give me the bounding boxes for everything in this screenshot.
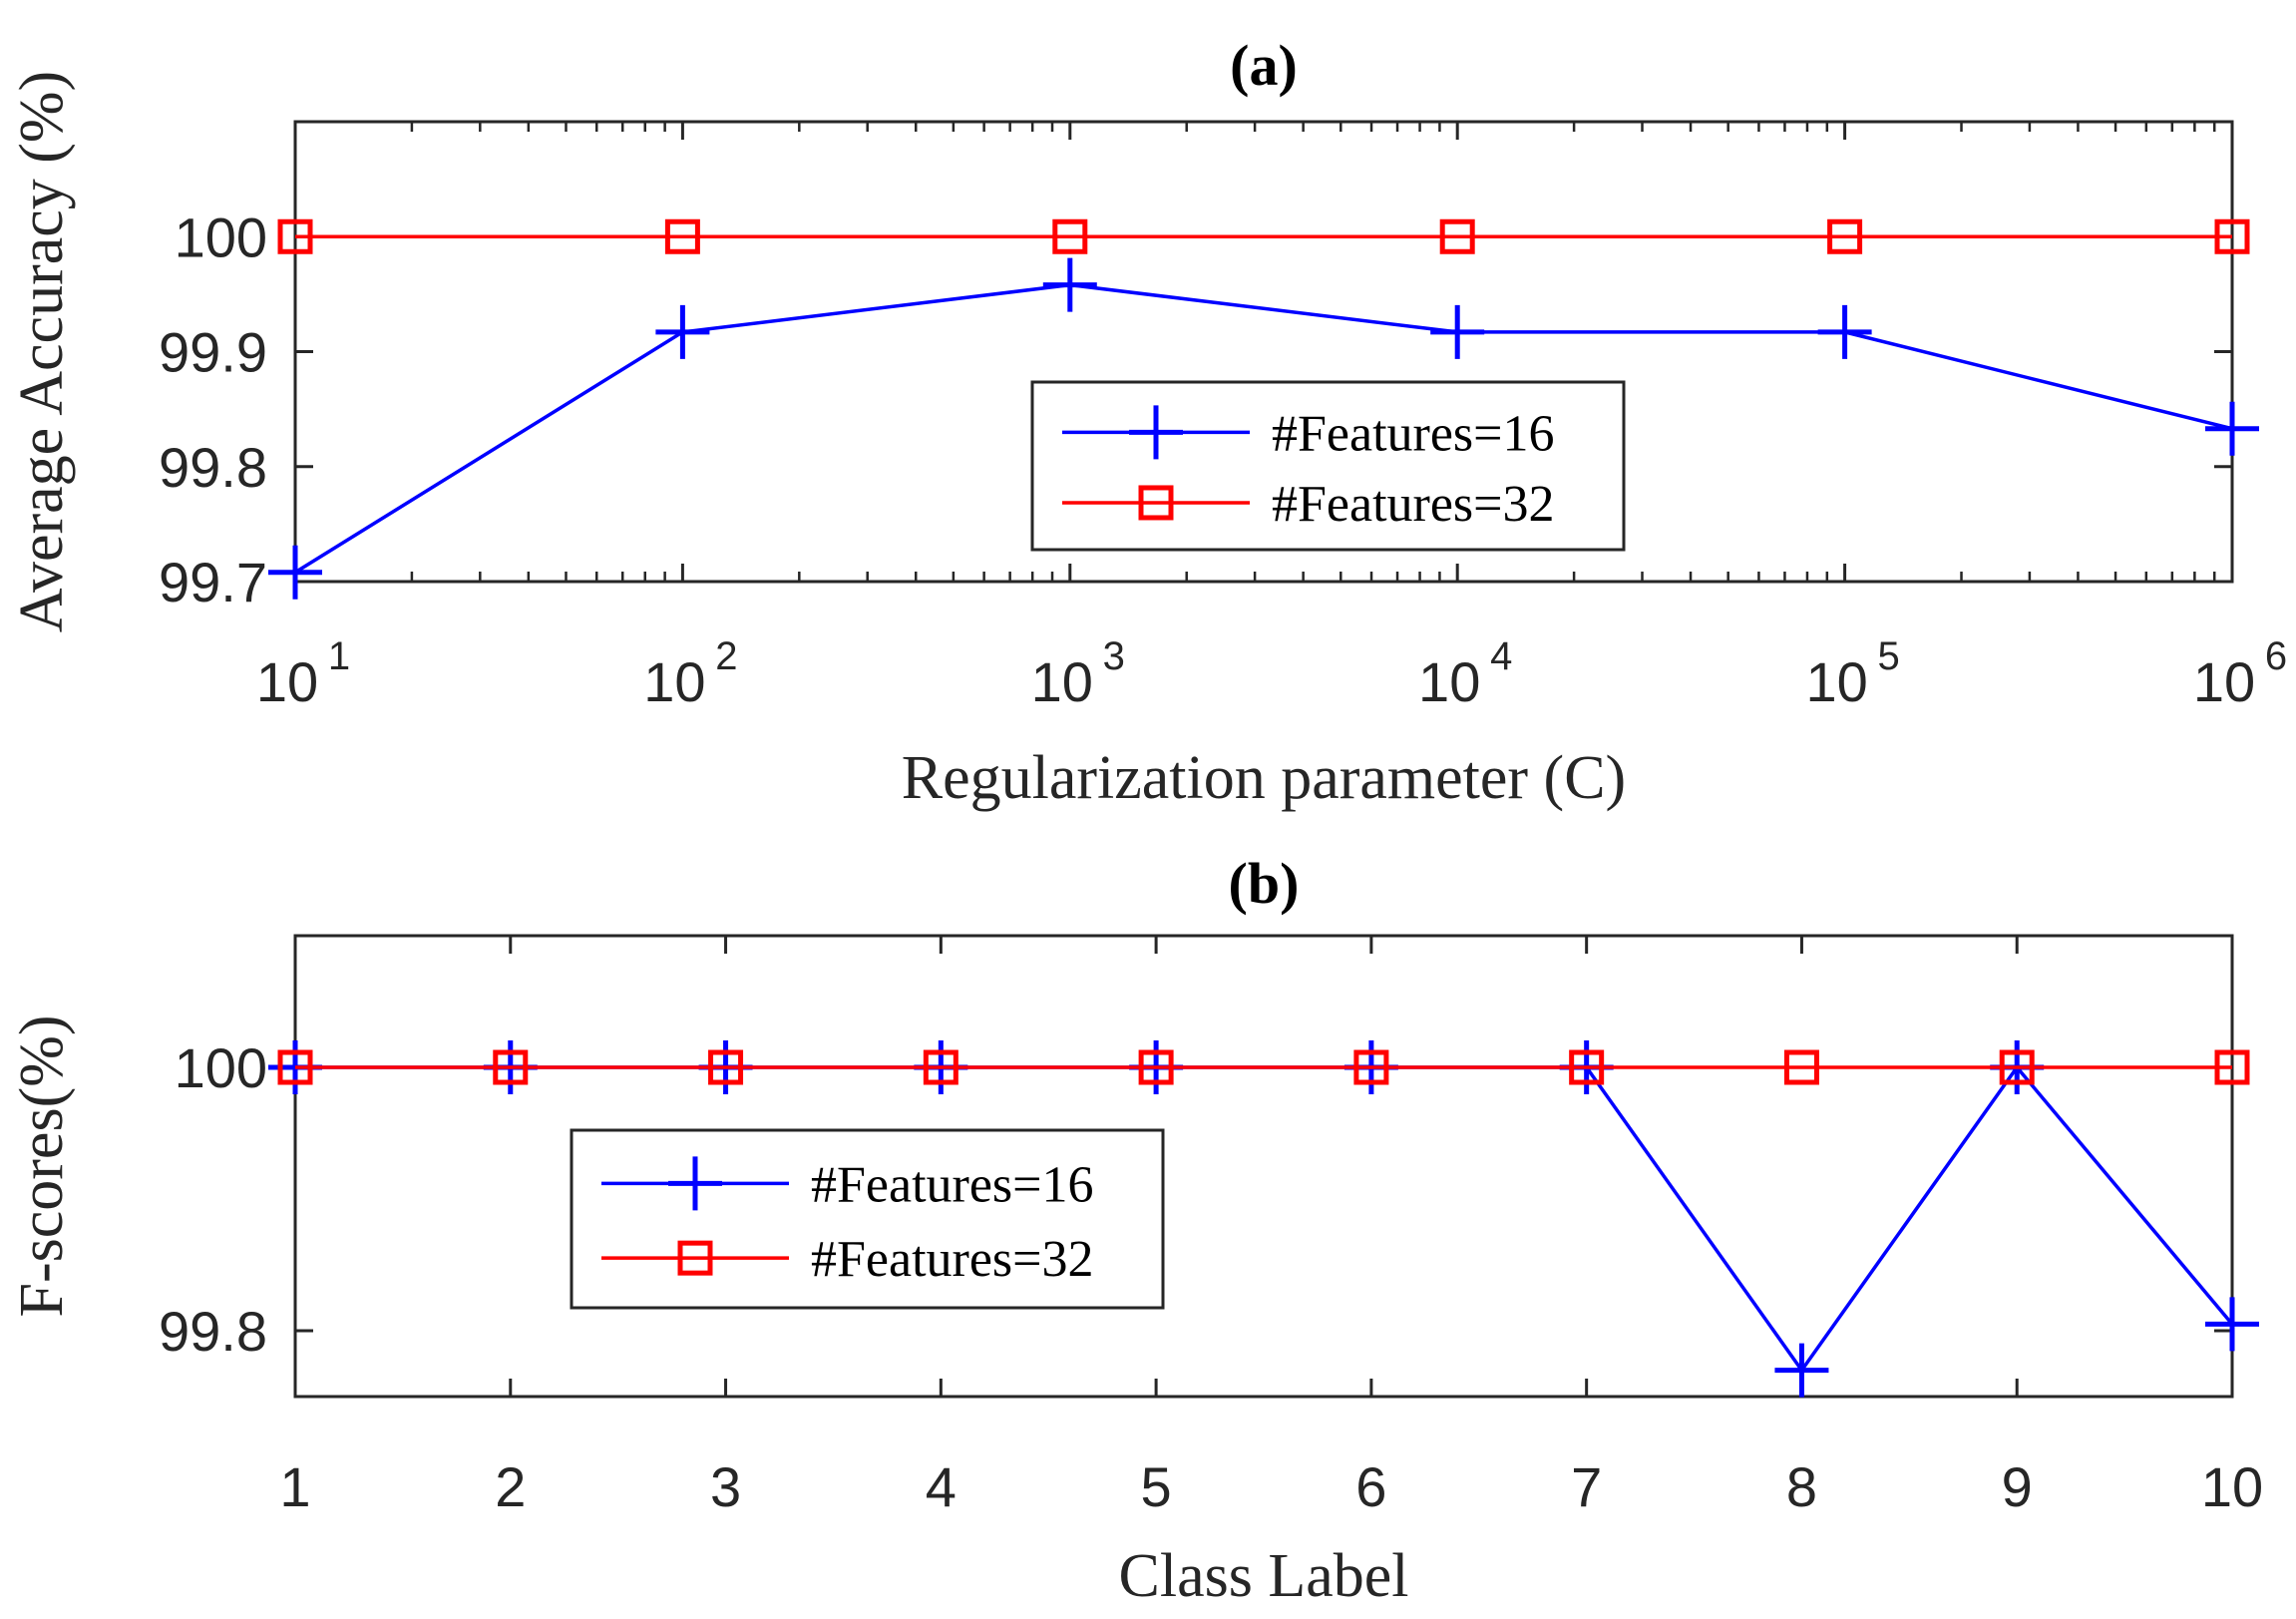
data-point [1569, 1049, 1605, 1085]
x-tick-label: 10 [1031, 650, 1093, 713]
data-point [1439, 218, 1475, 254]
x-tick-label: 3 [710, 1455, 741, 1518]
legend-marker [1138, 485, 1174, 521]
y-axis-label: Average Accuracy (%) [8, 71, 76, 632]
x-axis-label: Class Label [1119, 1542, 1409, 1610]
data-point [268, 545, 322, 600]
chart-a: 10 1 10 2 10 3 10 4 10 5 10 699.799.899.9100(a)Regu… [8, 33, 2287, 812]
data-point [923, 1049, 958, 1085]
x-tick-label-exponent: 2 [715, 634, 737, 678]
data-point [277, 218, 313, 254]
data-point [1353, 1049, 1389, 1085]
legend-box [570, 1128, 1165, 1310]
legend: #Features=16 #Features=32 [1030, 380, 1626, 552]
data-point [1430, 304, 1485, 359]
legend-box [1030, 380, 1626, 552]
data-point [1999, 1049, 2035, 1085]
x-tick-label: 9 [2002, 1455, 2033, 1518]
x-tick-label: 5 [1141, 1455, 1172, 1518]
legend-entry-label: #Features=16 [811, 1156, 1094, 1213]
x-tick-label: 10 [1418, 650, 1480, 713]
data-point [1783, 1049, 1819, 1085]
x-tick-label-exponent: 5 [1877, 634, 1899, 678]
data-point [1774, 1343, 1829, 1398]
x-tick-label-exponent: 1 [328, 634, 350, 678]
y-axis-label: F-scores(%) [8, 1014, 76, 1317]
x-tick-label: 4 [926, 1455, 957, 1518]
x-tick-label: 10 [643, 650, 705, 713]
x-tick-label: 10 [2193, 650, 2255, 713]
legend-marker [1129, 405, 1183, 460]
x-tick-label: 10 [2201, 1455, 2263, 1518]
chart-title: (b) [1229, 851, 1300, 916]
data-point [2205, 1297, 2259, 1352]
x-tick-label: 10 [256, 650, 318, 713]
data-point [1042, 257, 1097, 312]
y-tick-label: 99.8 [159, 436, 267, 499]
legend-entry-label: #Features=32 [811, 1231, 1094, 1288]
data-point [655, 304, 710, 359]
data-point [493, 1049, 529, 1085]
chart-b: 1 2 3 4 5 6 7 8 9 10 99.8 100 (b) Class Label F-scores… [8, 851, 2263, 1610]
plot-area [293, 934, 2234, 1399]
data-point [2214, 218, 2250, 254]
y-tick-label: 100 [175, 205, 267, 268]
data-point [2214, 1049, 2250, 1085]
legend: #Features=16 #Features=32 [570, 1128, 1165, 1310]
y-tick-label: 99.8 [159, 1300, 267, 1363]
x-tick-label-exponent: 4 [1490, 634, 1512, 678]
series-2 [277, 1049, 2250, 1085]
legend-entry-label: #Features=32 [1272, 476, 1555, 533]
legend-marker [668, 1156, 722, 1211]
x-tick-label-exponent: 3 [1103, 634, 1125, 678]
x-tick-label: 2 [495, 1455, 526, 1518]
x-axis-label: Regularization parameter (C) [902, 744, 1626, 812]
data-point [2205, 401, 2259, 456]
x-tick-label-exponent: 6 [2265, 634, 2287, 678]
data-point [1138, 1049, 1174, 1085]
x-tick-label: 10 [1805, 650, 1867, 713]
chart-title: (a) [1230, 33, 1298, 98]
x-tick-label: 7 [1571, 1455, 1602, 1518]
y-tick-label: 99.7 [159, 551, 267, 613]
x-tick-label: 8 [1786, 1455, 1817, 1518]
x-tick-label: 1 [279, 1455, 310, 1518]
data-point [708, 1049, 744, 1085]
series-2 [277, 218, 2250, 254]
legend-entry-label: #Features=16 [1272, 405, 1555, 462]
data-point [664, 218, 700, 254]
series-1 [268, 1040, 2259, 1398]
data-point [1817, 304, 1872, 359]
x-tick-label: 6 [1355, 1455, 1386, 1518]
data-point [1052, 218, 1088, 254]
legend-marker [677, 1240, 713, 1276]
data-point [1827, 218, 1863, 254]
data-point [277, 1049, 313, 1085]
y-tick-label: 100 [175, 1036, 267, 1099]
y-tick-label: 99.9 [159, 321, 267, 384]
series-line [294, 282, 2233, 575]
series-1 [268, 257, 2259, 600]
